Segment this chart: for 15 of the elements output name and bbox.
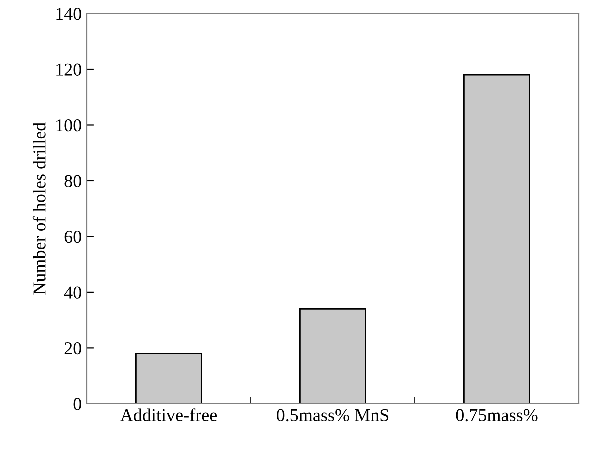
x-tick-label: Additive-free [120,408,217,422]
bar [300,308,366,404]
bar [464,74,530,404]
y-tick-label: 40 [64,286,82,299]
y-tick-label: 100 [56,120,82,132]
y-tick-label: 20 [64,342,82,355]
y-tick-label: 0 [74,398,82,410]
x-tick-label: 0.5mass% MnS [277,409,389,422]
y-tick-label: 120 [56,64,82,76]
y-tick-label: 60 [64,230,82,244]
y-tick-label: 80 [64,175,82,188]
y-tick-label: 140 [56,8,82,20]
bar [136,353,202,404]
x-tick-label: 0.75mass% [456,409,538,422]
y-axis-title: Number of holes drilled [32,122,46,295]
